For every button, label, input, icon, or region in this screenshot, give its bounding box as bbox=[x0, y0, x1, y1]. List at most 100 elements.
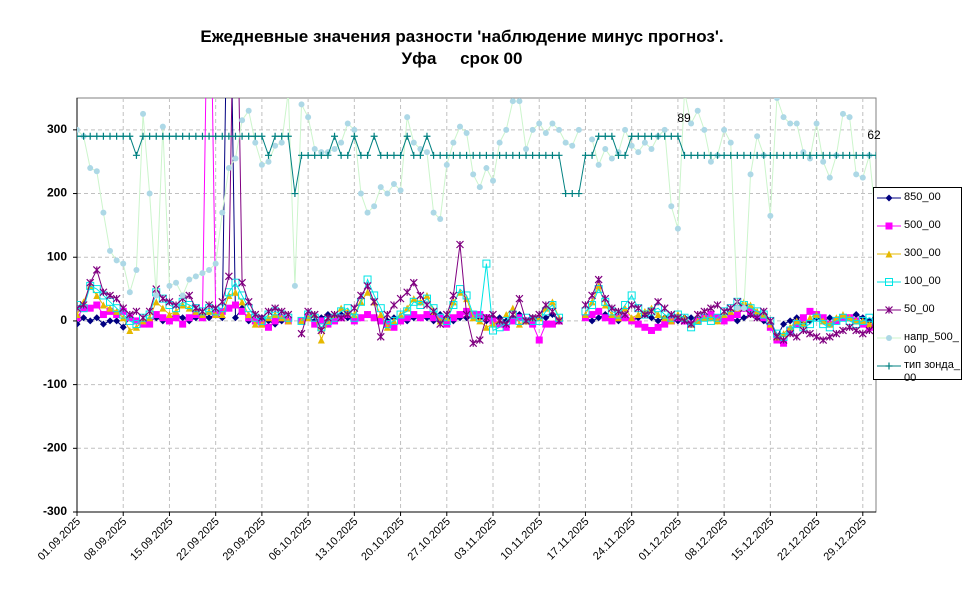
marker bbox=[529, 126, 536, 133]
legend-swatch bbox=[877, 362, 901, 370]
marker bbox=[77, 320, 81, 328]
marker bbox=[165, 311, 173, 319]
marker bbox=[437, 216, 444, 223]
marker bbox=[376, 304, 385, 313]
marker bbox=[588, 301, 597, 309]
marker bbox=[206, 266, 213, 273]
marker bbox=[780, 114, 787, 121]
marker bbox=[885, 278, 893, 286]
marker bbox=[549, 120, 556, 127]
marker bbox=[291, 282, 298, 289]
marker bbox=[805, 320, 814, 329]
marker bbox=[602, 145, 609, 152]
marker bbox=[364, 209, 371, 216]
marker bbox=[377, 311, 385, 319]
marker bbox=[245, 311, 253, 319]
marker bbox=[139, 313, 147, 322]
marker bbox=[469, 151, 477, 159]
marker bbox=[126, 289, 133, 296]
chart-title: Ежедневные значения разности 'наблюдение… bbox=[200, 27, 723, 46]
marker bbox=[225, 165, 232, 172]
marker bbox=[133, 266, 140, 273]
marker bbox=[397, 151, 405, 159]
marker bbox=[377, 151, 385, 159]
marker bbox=[608, 132, 616, 140]
marker bbox=[344, 120, 351, 127]
legend-swatch bbox=[877, 306, 901, 314]
marker bbox=[99, 320, 107, 328]
x-tick-label: 22.09.2025 bbox=[174, 516, 221, 563]
marker bbox=[390, 323, 398, 331]
marker bbox=[654, 297, 663, 306]
marker bbox=[165, 132, 173, 140]
marker bbox=[706, 304, 715, 313]
marker bbox=[509, 317, 517, 325]
marker bbox=[384, 190, 391, 197]
marker bbox=[77, 311, 81, 319]
marker bbox=[727, 314, 735, 322]
marker bbox=[621, 310, 629, 319]
marker bbox=[581, 301, 590, 309]
marker bbox=[640, 310, 649, 319]
marker bbox=[205, 314, 213, 322]
marker bbox=[753, 313, 762, 322]
marker bbox=[813, 120, 820, 127]
marker bbox=[688, 120, 695, 127]
marker bbox=[627, 291, 636, 300]
marker bbox=[99, 311, 107, 319]
marker bbox=[396, 294, 405, 303]
marker bbox=[740, 314, 748, 322]
marker bbox=[661, 132, 669, 140]
marker bbox=[113, 317, 121, 325]
x-tick-label: 01.09.2025 bbox=[36, 516, 83, 563]
legend: 850_00 500_00 300_00 100_00 50_00 напр_500_00… bbox=[873, 187, 962, 384]
marker bbox=[107, 247, 114, 254]
marker bbox=[700, 307, 709, 316]
marker bbox=[826, 174, 833, 181]
legend-label: 50_00 bbox=[904, 303, 935, 315]
marker bbox=[317, 326, 326, 335]
annotation: 62 bbox=[867, 128, 881, 142]
marker bbox=[475, 313, 484, 322]
marker bbox=[740, 151, 748, 159]
marker bbox=[588, 311, 596, 319]
y-tick-label: 300 bbox=[47, 122, 67, 136]
marker bbox=[198, 307, 207, 316]
marker bbox=[112, 294, 121, 303]
marker bbox=[271, 304, 280, 313]
marker bbox=[628, 132, 636, 140]
marker bbox=[225, 132, 233, 140]
marker bbox=[212, 260, 219, 267]
marker bbox=[601, 294, 610, 303]
marker bbox=[186, 276, 193, 283]
marker bbox=[376, 332, 385, 341]
marker bbox=[377, 317, 385, 325]
legend-label: 850_00 bbox=[904, 191, 941, 203]
marker bbox=[575, 126, 582, 133]
marker bbox=[77, 304, 81, 313]
marker bbox=[621, 301, 630, 309]
y-tick-label: 100 bbox=[47, 249, 67, 263]
marker bbox=[853, 171, 860, 178]
marker bbox=[754, 133, 761, 140]
marker bbox=[218, 311, 226, 319]
marker bbox=[191, 304, 200, 313]
marker bbox=[773, 332, 781, 341]
marker bbox=[383, 310, 392, 319]
marker bbox=[812, 313, 821, 322]
marker bbox=[508, 310, 517, 319]
marker bbox=[825, 332, 834, 341]
marker bbox=[238, 278, 247, 287]
marker bbox=[106, 132, 114, 140]
marker bbox=[271, 317, 279, 325]
legend-item: 500_00 bbox=[874, 219, 961, 247]
marker bbox=[733, 317, 741, 325]
marker bbox=[132, 307, 141, 316]
marker bbox=[390, 301, 398, 309]
marker bbox=[93, 168, 100, 175]
marker bbox=[667, 132, 675, 140]
marker bbox=[654, 323, 662, 331]
y-tick-label: -300 bbox=[43, 504, 67, 518]
marker bbox=[846, 151, 854, 159]
marker bbox=[469, 339, 478, 348]
